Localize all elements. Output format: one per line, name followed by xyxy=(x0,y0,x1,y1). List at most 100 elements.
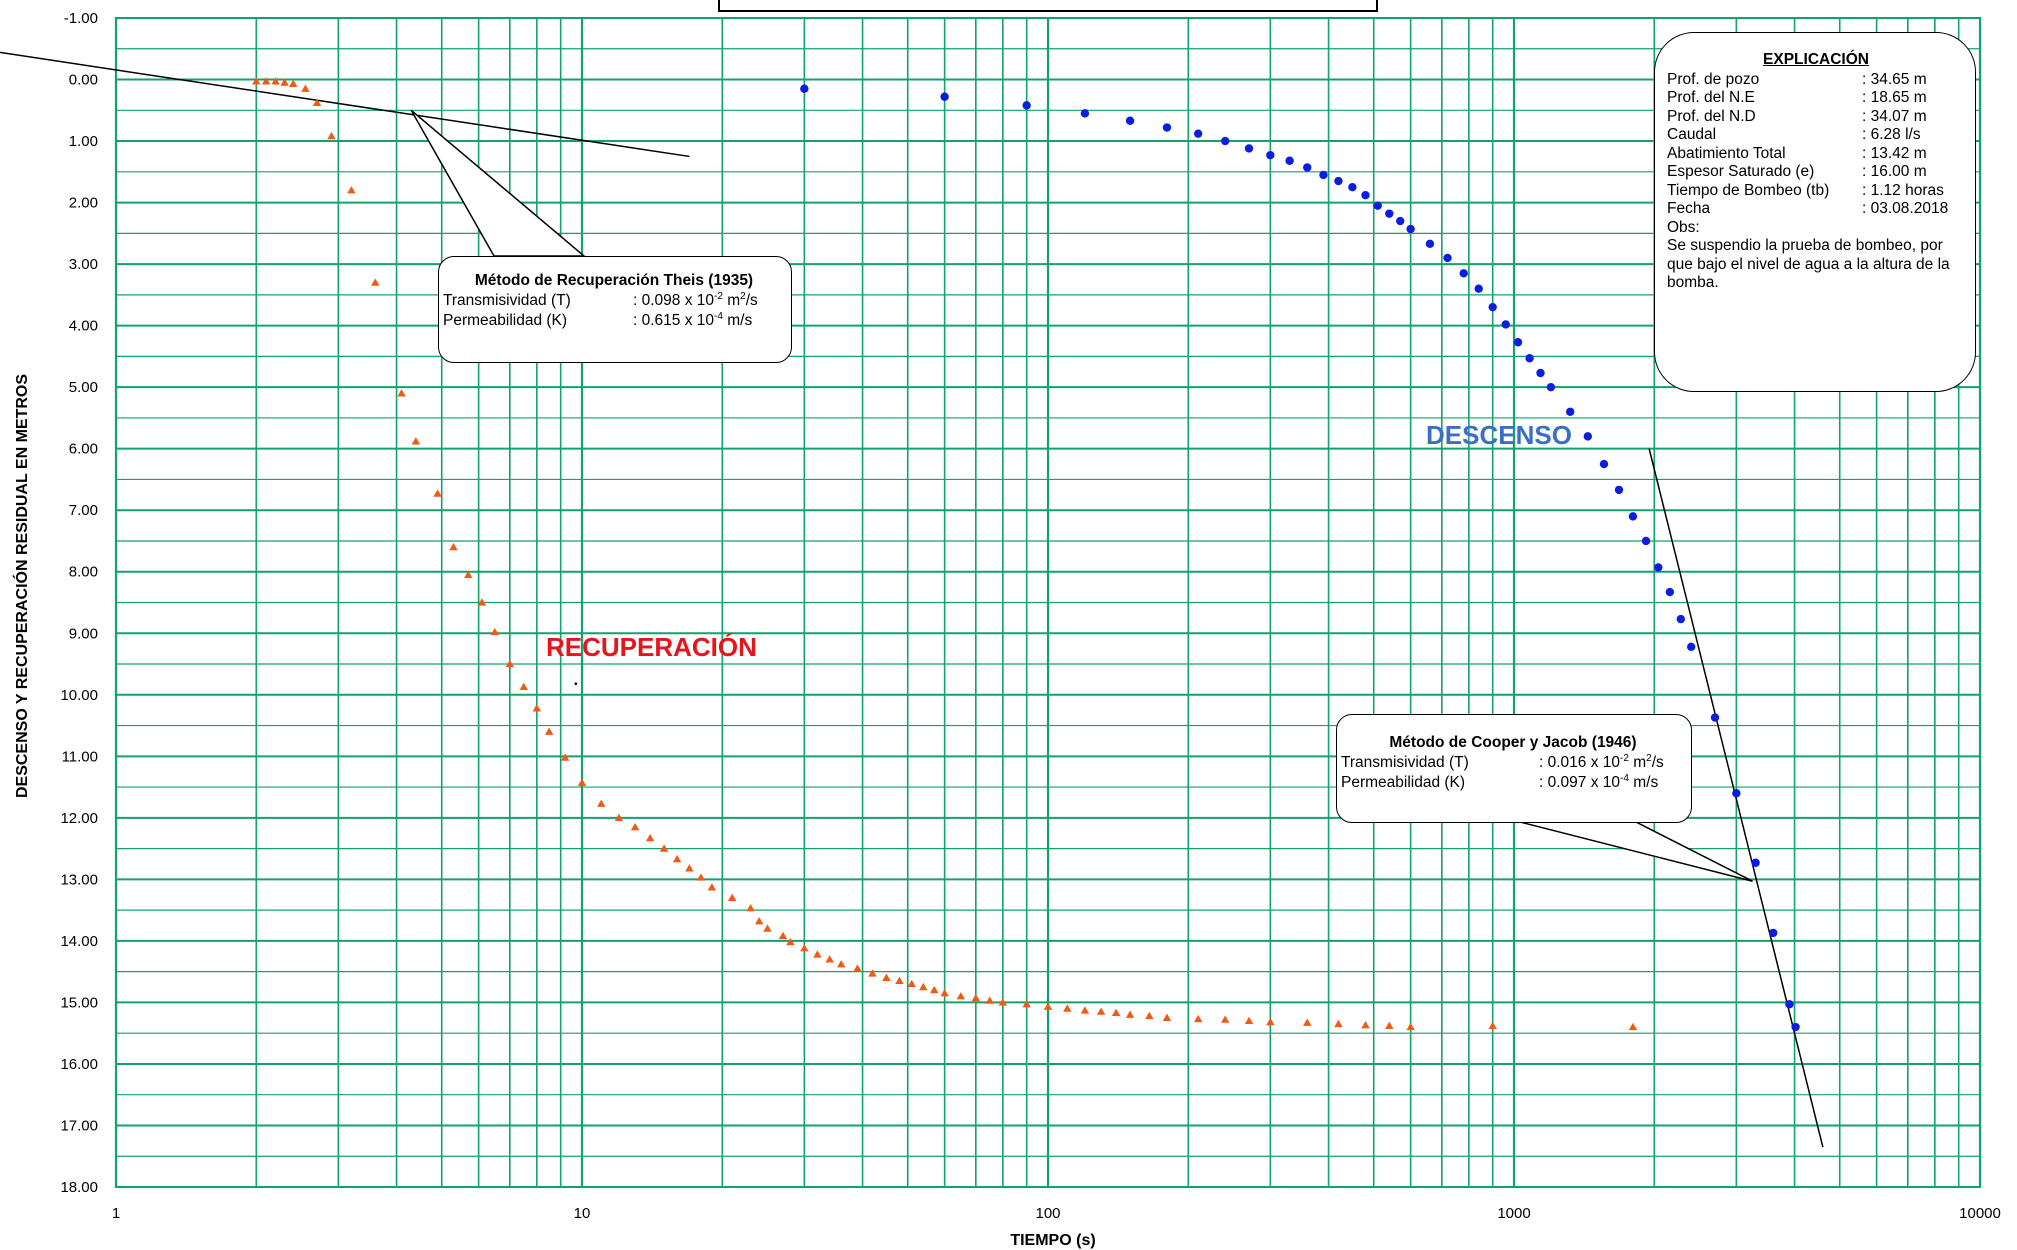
descenso-point xyxy=(1751,858,1760,867)
recuperacion-point xyxy=(371,278,380,286)
y-tick-label: 13.00 xyxy=(60,871,98,888)
recuperacion-point xyxy=(1096,1007,1106,1015)
descenso-point xyxy=(1459,269,1468,278)
descenso-point xyxy=(1565,407,1575,416)
descenso-point xyxy=(1791,1022,1800,1032)
y-tick-label: 17.00 xyxy=(60,1117,98,1134)
descenso-point xyxy=(1599,459,1609,469)
y-tick-label: 16.00 xyxy=(60,1056,98,1073)
recuperacion-point xyxy=(1043,1002,1053,1010)
descenso-point xyxy=(1732,789,1741,798)
recuperacion-point xyxy=(597,799,606,807)
recuperacion-point xyxy=(685,864,694,872)
descenso-label: DESCENSO xyxy=(1426,420,1572,450)
recuperacion-point xyxy=(1488,1021,1497,1029)
recuperacion-point xyxy=(998,998,1008,1006)
cooper-jacob-pointer xyxy=(1519,821,1753,882)
recuperacion-point xyxy=(1406,1022,1415,1031)
recuperacion-point xyxy=(746,904,755,912)
expl-row: Prof. de pozo: 34.65 m xyxy=(1667,70,1927,88)
series-recuperacion xyxy=(252,77,1638,1031)
recuperacion-point xyxy=(1385,1021,1394,1029)
y-tick-label: 6.00 xyxy=(69,441,98,458)
recuperacion-point xyxy=(560,753,570,761)
explicacion-legend: EXPLICACIÓN Prof. de pozo: 34.65 m Prof.… xyxy=(1654,32,1976,392)
descenso-point xyxy=(940,92,949,101)
recuperacion-point xyxy=(1125,1010,1135,1018)
y-tick-label: 1.00 xyxy=(69,133,98,150)
theis-pointer xyxy=(410,109,587,257)
theis-t-label: Transmisividad (T) xyxy=(443,292,571,309)
y-axis-title: DESCENSO Y RECUPERACIÓN RESIDUAL EN METR… xyxy=(12,374,31,798)
recuperacion-point xyxy=(882,973,891,981)
recuperacion-point xyxy=(813,950,822,958)
recuperacion-point xyxy=(577,778,587,786)
y-tick-label: 10.00 xyxy=(60,687,98,704)
y-tick-label: 8.00 xyxy=(69,564,98,581)
descenso-point xyxy=(1285,156,1294,165)
x-axis-title: TIEMPO (s) xyxy=(1010,1232,1095,1249)
x-tick-label: 10 xyxy=(574,1205,591,1222)
descenso-point xyxy=(1303,163,1312,172)
descenso-point xyxy=(1614,485,1624,495)
recuperacion-point xyxy=(505,659,515,668)
cooper-jacob-title: Método de Cooper y Jacob (1946) xyxy=(1389,734,1637,751)
descenso-point xyxy=(1654,563,1663,572)
explicacion-title: EXPLICACIÓN xyxy=(1763,51,1869,68)
expl-row: Abatimiento Total: 13.42 m xyxy=(1667,144,1927,162)
recuperacion-point xyxy=(1080,1006,1090,1014)
descenso-point xyxy=(1583,432,1592,441)
y-tick-labels: -1.00 0.00 1.00 2.00 3.00 4.00 5.00 6.00 7.00 8.0… xyxy=(60,10,98,1196)
descenso-point xyxy=(1425,239,1435,249)
descenso-point xyxy=(1373,201,1382,210)
descenso-point xyxy=(1220,136,1230,146)
recuperacion-label: RECUPERACIÓN xyxy=(546,632,757,662)
recuperacion-point xyxy=(763,924,772,932)
recuperacion-point xyxy=(778,931,788,940)
recuperacion-point xyxy=(397,389,406,397)
recuperacion-point xyxy=(971,993,981,1002)
descenso-point xyxy=(1385,209,1394,218)
recuperacion-point xyxy=(1022,1000,1031,1008)
x-tick-labels: 1 10 100 1000 10000 xyxy=(112,1205,2001,1222)
recuperacion-point xyxy=(347,186,356,194)
recuperacion-point xyxy=(907,979,916,988)
descenso-point xyxy=(1641,536,1651,546)
descenso-point xyxy=(1080,109,1090,118)
descenso-point xyxy=(1125,116,1135,125)
recuperacion-point xyxy=(707,883,717,891)
x-tick-label: 10000 xyxy=(1959,1205,2001,1222)
recuperacion-point xyxy=(940,988,949,997)
recuperacion-point xyxy=(1361,1020,1370,1029)
y-tick-label: 14.00 xyxy=(60,933,98,950)
recuperacion-point xyxy=(800,944,809,952)
y-tick-label: 11.00 xyxy=(62,748,98,765)
recuperacion-point xyxy=(1063,1004,1072,1012)
recuperacion-point xyxy=(1334,1019,1343,1028)
recuperacion-point xyxy=(301,84,310,92)
recuperacion-point xyxy=(1220,1015,1230,1023)
y-tick-label: 2.00 xyxy=(69,195,98,212)
recuperacion-point xyxy=(271,77,280,85)
cj-transmisividad-row: Transmisividad (T) : 0.016 x 10-2 m2/s xyxy=(1341,753,1685,773)
descenso-point xyxy=(1536,368,1545,378)
recuperacion-point xyxy=(1193,1014,1203,1023)
y-tick-label: -1.00 xyxy=(64,10,98,27)
recuperacion-point xyxy=(837,960,846,968)
y-tick-label: 3.00 xyxy=(69,256,98,273)
descenso-point xyxy=(1334,176,1343,186)
recuperacion-point xyxy=(544,727,554,735)
descenso-point xyxy=(1488,302,1497,312)
descenso-point xyxy=(1665,587,1675,597)
descenso-point xyxy=(1361,190,1370,200)
expl-row: Tiempo de Bombeo (tb): 1.12 horas xyxy=(1667,181,1944,199)
recuperacion-point xyxy=(754,917,764,925)
theis-fit xyxy=(0,51,690,158)
theis-callout: Método de Recuperación Theis (1935) Tran… xyxy=(438,256,792,363)
recuperacion-point xyxy=(853,964,862,972)
expl-row: Caudal: 6.28 l/s xyxy=(1667,126,1921,143)
x-tick-label: 1000 xyxy=(1497,1205,1530,1222)
recuperacion-point xyxy=(786,937,795,946)
recuperacion-point xyxy=(312,98,322,107)
theis-k-value: : 0.615 x 10-4 m/s xyxy=(633,310,753,329)
